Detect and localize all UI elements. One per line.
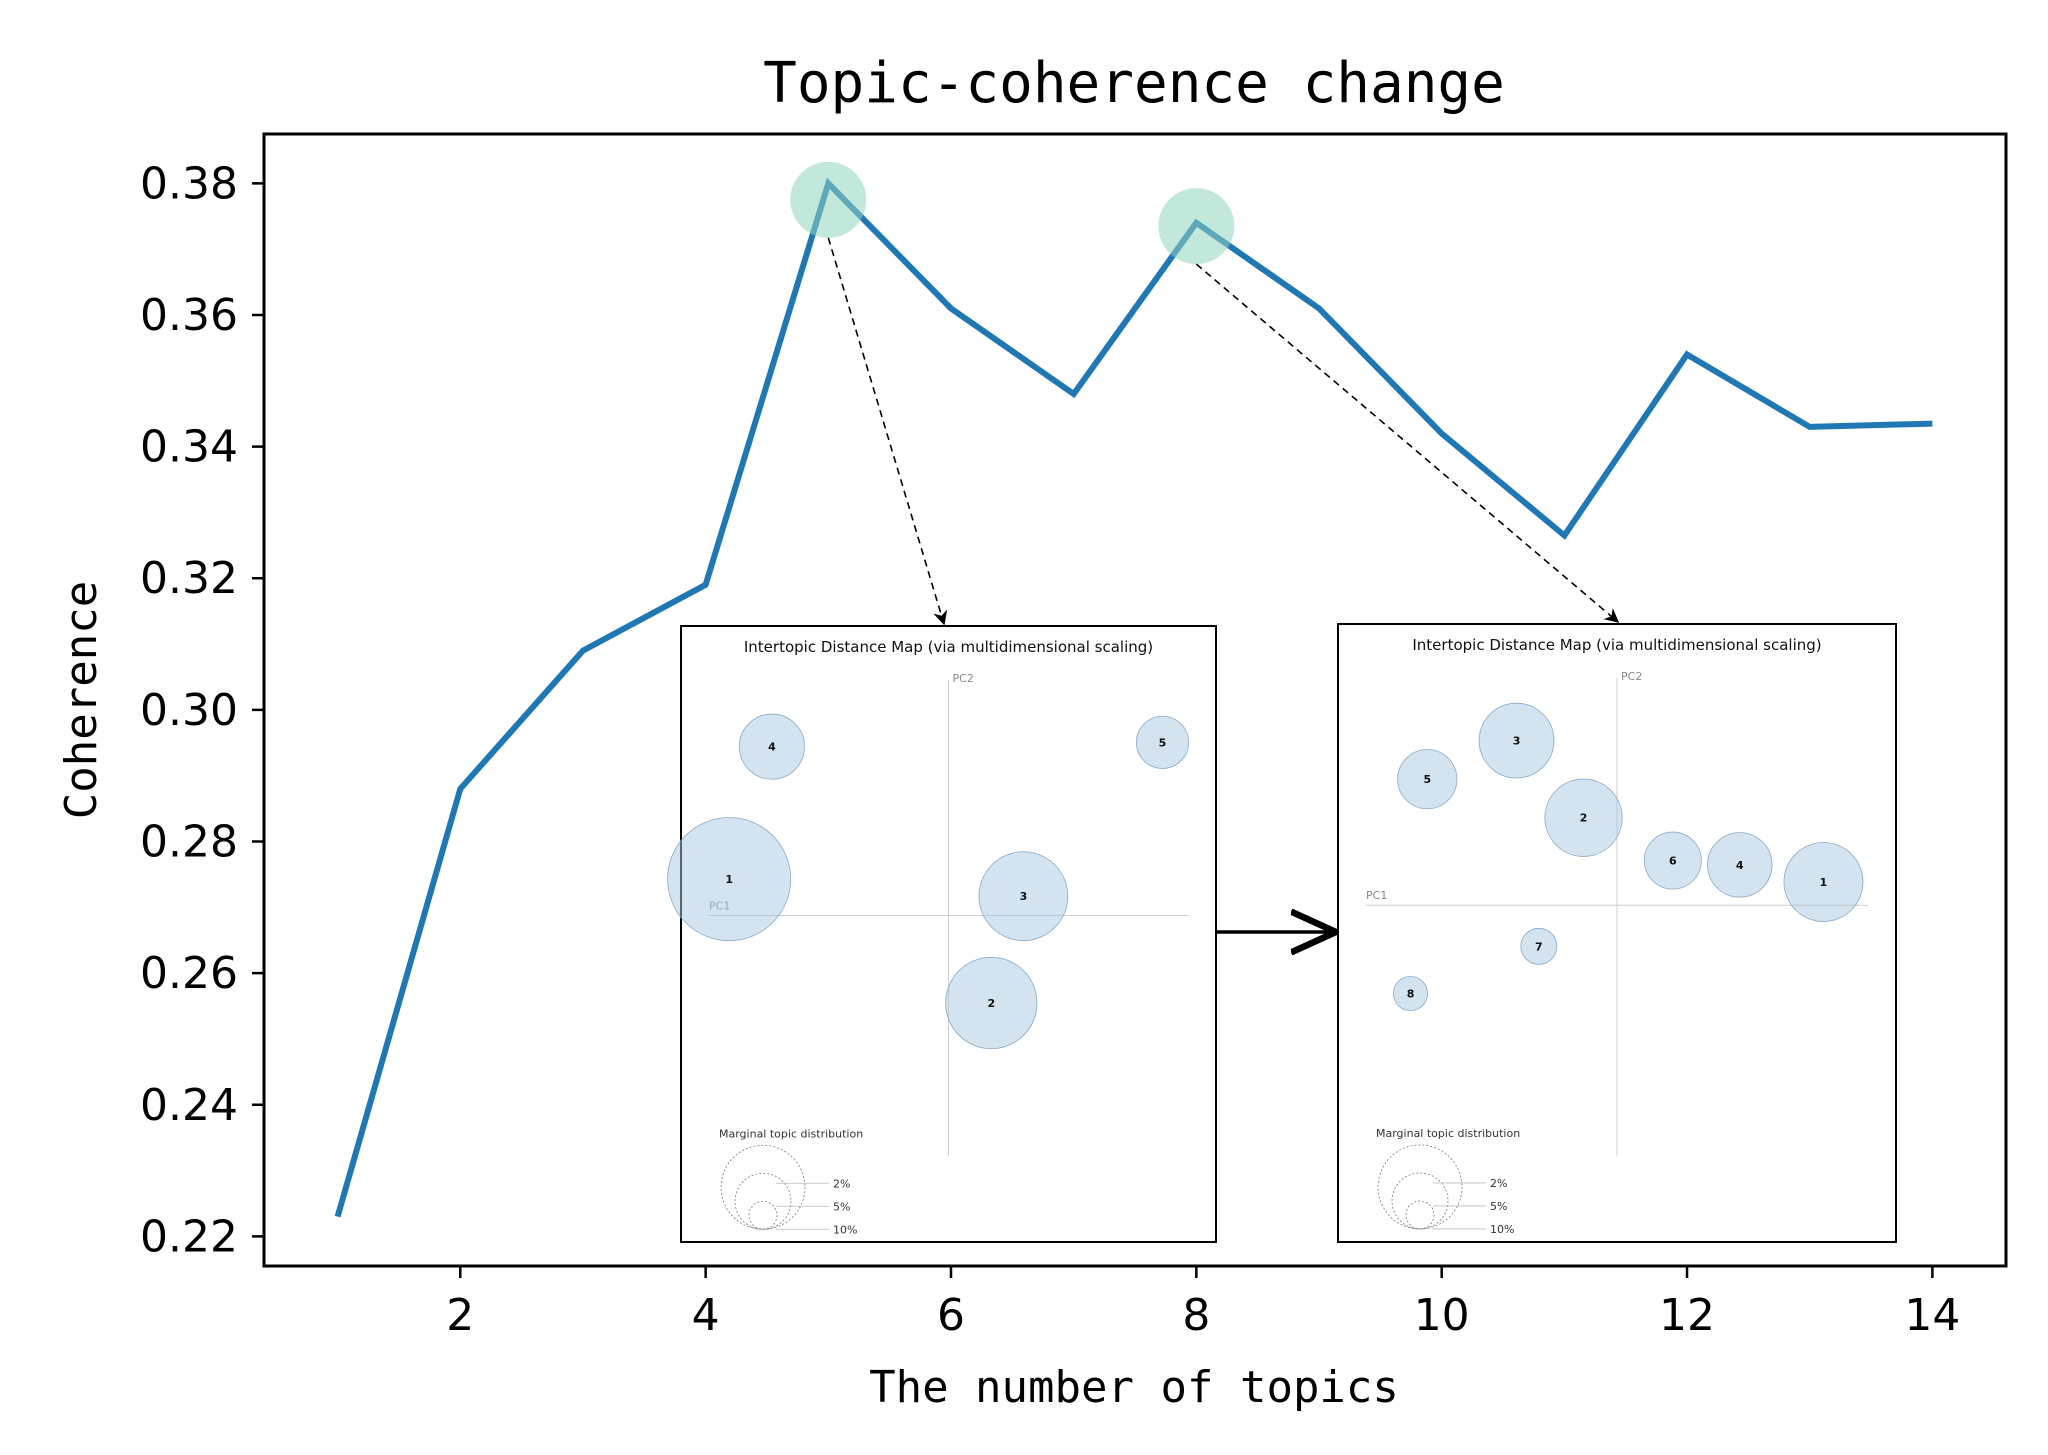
y-tick-label: 0.30 [140,685,238,736]
inset-title: Intertopic Distance Map (via multidimens… [1412,636,1821,654]
highlight-marker [1158,188,1235,265]
x-tick-label: 10 [1414,1290,1470,1341]
y-tick-label: 0.22 [140,1211,238,1262]
topic-bubble-label: 5 [1159,736,1167,749]
chart-title: Topic-coherence change [763,51,1505,116]
legend-label: 5% [1490,1200,1507,1213]
topic-bubble [1520,927,1558,965]
x-tick-label: 8 [1182,1290,1210,1341]
y-tick-label: 0.24 [140,1080,238,1131]
topic-bubble [1397,749,1458,810]
highlight-marker [790,161,867,238]
y-tick-label: 0.28 [140,817,238,868]
legend-label: 5% [833,1200,850,1213]
topic-bubble [1478,702,1555,779]
callout-arrow [827,237,948,626]
topic-bubble [1393,975,1429,1011]
callout-arrow [1195,263,1620,623]
y-tick-label: 0.34 [140,422,238,473]
topic-bubble [978,851,1069,941]
topic-bubble-label: 4 [1736,859,1744,872]
topic-bubble-label: 4 [768,741,776,754]
inset-intertopic-map-2: Intertopic Distance Map (via multidimens… [1337,623,1897,1243]
inset-title: Intertopic Distance Map (via multidimens… [744,638,1153,656]
inset-pc2-label: PC2 [953,672,974,685]
y-tick-label: 0.38 [140,158,238,209]
legend-label: 10% [833,1223,857,1236]
topic-bubble [1544,778,1623,857]
x-tick-label: 6 [937,1290,965,1341]
x-tick-label: 4 [692,1290,720,1341]
legend-circle [1377,1144,1463,1230]
topic-bubble-label: 2 [1580,812,1588,825]
topic-bubble [945,956,1038,1050]
topic-bubble [1135,715,1190,769]
y-axis-label: Coherence [56,581,107,819]
topic-bubble [1643,831,1702,890]
x-axis-label: The number of topics [869,1362,1399,1413]
topic-bubble-label: 7 [1535,940,1543,953]
topic-bubble [667,817,792,942]
legend-circle [720,1144,806,1230]
y-tick-label: 0.36 [140,290,238,341]
annotation-layer: Intertopic Distance Map (via multidimens… [667,161,1897,1243]
inset-pc1-label: PC1 [1366,889,1387,902]
x-tick-label: 12 [1659,1290,1715,1341]
series-layer [334,177,1933,1218]
topic-bubble-label: 8 [1407,987,1415,1000]
topic-bubble-label: 3 [1513,735,1521,748]
topic-bubble-label: 6 [1669,855,1677,868]
legend-label: 2% [1490,1177,1507,1190]
topic-bubble-label: 5 [1423,773,1431,786]
legend-label: 2% [833,1177,850,1190]
topic-bubble [738,713,805,780]
inset-pc2-label: PC2 [1621,670,1642,683]
x-tick-label: 2 [446,1290,474,1341]
y-tick-label: 0.32 [140,553,238,604]
inset-intertopic-map-1: Intertopic Distance Map (via multidimens… [667,625,1217,1243]
y-tick-label: 0.26 [140,948,238,999]
legend-label: 10% [1490,1223,1514,1236]
topic-bubble [1707,832,1773,898]
topic-bubble-label: 2 [987,997,995,1010]
topic-bubble-label: 1 [1820,876,1828,889]
series-line [334,177,1933,1218]
plot-frame [262,132,2008,1268]
legend-title: Marginal topic distribution [1376,1127,1520,1140]
topic-bubble-label: 3 [1020,890,1028,903]
topic-bubble-label: 1 [725,873,733,886]
topic-bubble [1783,842,1864,922]
legend-circle [1391,1172,1449,1230]
legend-title: Marginal topic distribution [719,1127,863,1140]
x-tick-label: 14 [1904,1290,1960,1341]
legend-circle [734,1172,792,1230]
axis-ticks: 2 4 6 8 10 12 140.220.240.260.280.300.320.340.… [140,158,1960,1341]
